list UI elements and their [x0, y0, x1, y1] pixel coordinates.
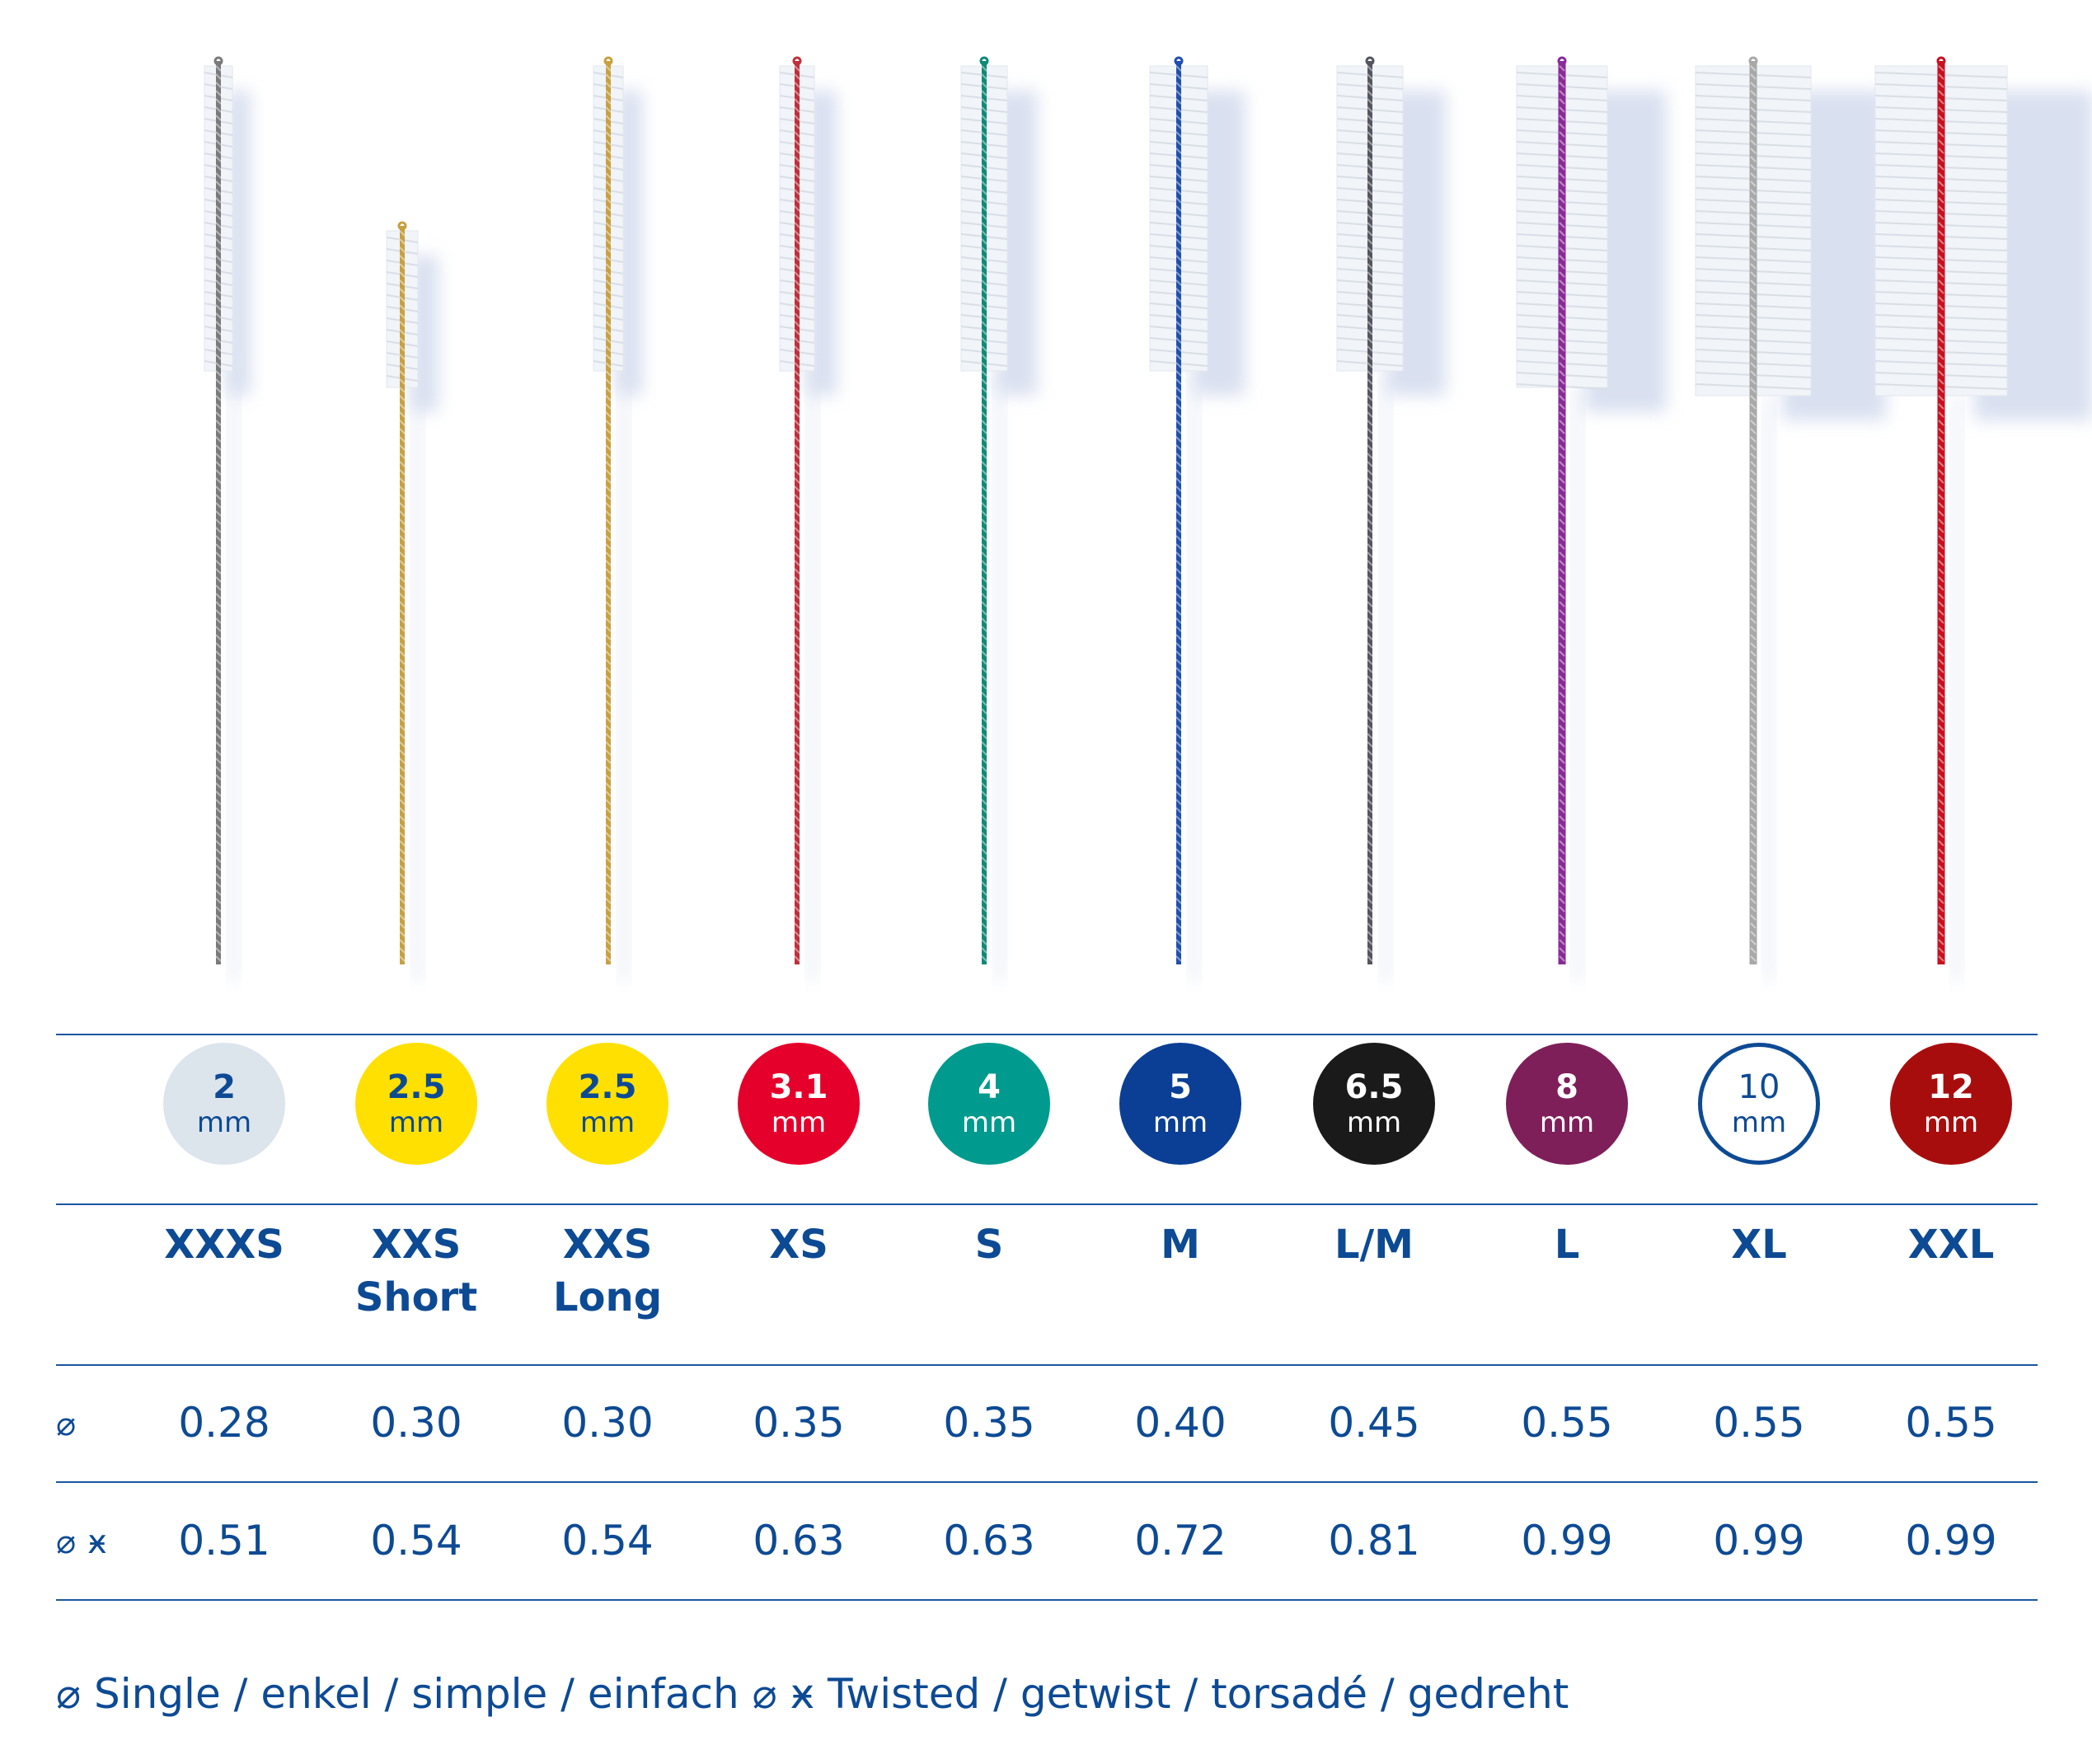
size-name: L/M: [1334, 1222, 1414, 1268]
diameter-unit: mm: [1152, 1106, 1208, 1139]
diameter-value: 12: [1928, 1068, 1974, 1106]
diameter-unit: mm: [388, 1106, 444, 1139]
diameter-unit: mm: [579, 1106, 636, 1139]
brush-1: [386, 221, 439, 981]
size-label: XXS Short: [321, 1218, 511, 1324]
diameter-badge: 2 mm: [163, 1043, 285, 1165]
brush-3: [779, 56, 837, 981]
size-label: L: [1472, 1218, 1662, 1271]
diameter-value: 2: [213, 1068, 236, 1106]
single-wire-value: 0.55: [1905, 1399, 1997, 1447]
size-label: XL: [1664, 1218, 1854, 1271]
size-variant: Short: [354, 1274, 478, 1321]
single-wire-value: 0.30: [370, 1399, 462, 1447]
brush-6: [1336, 56, 1446, 981]
size-label: M: [1086, 1218, 1275, 1271]
diameter-badge: 6.5 mm: [1313, 1043, 1435, 1165]
diameter-value: 4: [978, 1068, 1001, 1106]
twisted-wire-value: 0.99: [1713, 1517, 1805, 1565]
single-wire-value: 0.40: [1134, 1399, 1227, 1447]
twisted-wire-icon: ӿ: [87, 1523, 107, 1561]
twisted-wire-value: 0.99: [1905, 1517, 1997, 1565]
row-head-twisted: ⌀ ӿ: [56, 1523, 107, 1561]
diameter-value: 10: [1738, 1068, 1780, 1106]
brush-9: [1874, 56, 2092, 981]
brush-4: [960, 56, 1038, 981]
twisted-wire-value: 0.63: [943, 1517, 1035, 1565]
diameter-unit: mm: [1346, 1106, 1402, 1139]
single-wire-icon: ⌀: [56, 1523, 77, 1561]
diameter-badge: 5 mm: [1119, 1043, 1241, 1165]
brush-2: [593, 56, 643, 981]
size-name: XXL: [1907, 1222, 1995, 1268]
size-name: L: [1554, 1222, 1580, 1268]
diameter-badge: 12 mm: [1890, 1043, 2012, 1165]
twisted-wire-value: 0.81: [1328, 1517, 1420, 1565]
diameter-value: 6.5: [1344, 1068, 1404, 1106]
single-wire-value: 0.28: [178, 1399, 270, 1447]
brush-5: [1149, 56, 1245, 981]
divider-single: [56, 1481, 2038, 1483]
size-name: S: [974, 1222, 1004, 1268]
diameter-badge: 10 mm: [1698, 1043, 1820, 1165]
twisted-wire-value: 0.51: [178, 1517, 270, 1565]
single-wire-icon: ⌀: [56, 1405, 77, 1443]
diameter-value: 3.1: [769, 1068, 828, 1106]
diameter-unit: mm: [1923, 1106, 1979, 1139]
twisted-wire-value: 0.54: [370, 1517, 462, 1565]
diameter-badge: 3.1 mm: [738, 1043, 860, 1165]
size-label: S: [894, 1218, 1084, 1271]
divider-twisted: [56, 1599, 2038, 1601]
diameter-unit: mm: [1731, 1106, 1787, 1139]
size-name: XXS: [371, 1222, 462, 1268]
size-label: L/M: [1279, 1218, 1469, 1271]
size-label: XXL: [1856, 1218, 2046, 1271]
brush-8: [1695, 56, 1886, 981]
legend-footnote: ⌀ Single / enkel / simple / einfach ⌀ ӿ …: [56, 1670, 1569, 1718]
diameter-badge: 4 mm: [928, 1043, 1050, 1165]
diameter-unit: mm: [771, 1106, 827, 1139]
single-wire-value: 0.35: [753, 1399, 845, 1447]
single-wire-value: 0.30: [561, 1399, 654, 1447]
diameter-unit: mm: [1539, 1106, 1595, 1139]
size-label: XXXS: [129, 1218, 319, 1271]
divider-top: [56, 1034, 2038, 1035]
divider-circles: [56, 1203, 2038, 1205]
row-head-single: ⌀: [56, 1405, 76, 1443]
size-name: M: [1161, 1222, 1200, 1268]
twisted-wire-value: 0.99: [1521, 1517, 1613, 1565]
size-label: XS: [704, 1218, 894, 1271]
diameter-unit: mm: [961, 1106, 1017, 1139]
size-name: XL: [1731, 1222, 1787, 1268]
size-name: XXS: [562, 1222, 653, 1268]
single-wire-value: 0.55: [1713, 1399, 1805, 1447]
single-wire-value: 0.35: [943, 1399, 1035, 1447]
diameter-badge: 8 mm: [1506, 1043, 1628, 1165]
size-name: XS: [769, 1222, 828, 1268]
diameter-badge: 2.5 mm: [546, 1043, 668, 1165]
diameter-value: 5: [1169, 1068, 1192, 1106]
twisted-wire-value: 0.63: [753, 1517, 845, 1565]
divider-sizes: [56, 1364, 2038, 1366]
size-label: XXS Long: [513, 1218, 702, 1324]
size-variant: Long: [552, 1274, 663, 1321]
twisted-wire-value: 0.72: [1134, 1517, 1227, 1565]
size-name: XXXS: [164, 1222, 284, 1268]
diameter-value: 8: [1555, 1068, 1578, 1106]
brush-illustrations: [204, 56, 2092, 981]
diameter-value: 2.5: [578, 1068, 637, 1106]
brush-7: [1516, 56, 1667, 981]
brush-0: [204, 56, 251, 981]
diameter-badge: 2.5 mm: [355, 1043, 477, 1165]
diameter-value: 2.5: [387, 1068, 446, 1106]
diameter-unit: mm: [196, 1106, 252, 1139]
single-wire-value: 0.55: [1521, 1399, 1613, 1447]
single-wire-value: 0.45: [1328, 1399, 1420, 1447]
twisted-wire-value: 0.54: [561, 1517, 654, 1565]
